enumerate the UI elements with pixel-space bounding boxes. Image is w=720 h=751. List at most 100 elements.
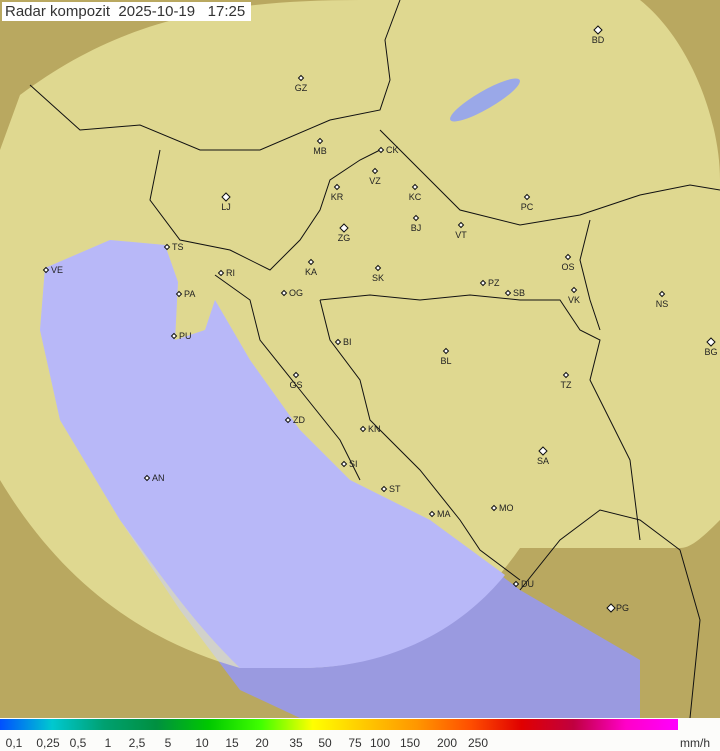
- city-label: AN: [152, 473, 165, 483]
- city-label: BD: [592, 35, 605, 45]
- city-marker-icon: [42, 266, 50, 274]
- city-marker-icon: [163, 243, 171, 251]
- city-marker-icon: [316, 137, 324, 145]
- city-marker-icon: [333, 183, 341, 191]
- city-marker-icon: [217, 269, 225, 277]
- city-label: OG: [289, 288, 303, 298]
- city-label: PC: [521, 202, 534, 212]
- city-marker-icon: [170, 332, 178, 340]
- city-label: SB: [513, 288, 525, 298]
- city-marker-icon: [175, 290, 183, 298]
- city-label: LJ: [221, 202, 231, 212]
- city-label: MO: [499, 503, 514, 513]
- city-label: VT: [455, 230, 467, 240]
- legend-tick: 0,1: [5, 736, 23, 750]
- lake-balaton: [450, 78, 520, 122]
- city-label: SI: [349, 459, 358, 469]
- city-marker-icon: [412, 214, 420, 222]
- city-marker-icon: [280, 289, 288, 297]
- legend-tick: 20: [255, 736, 269, 750]
- city-marker-icon: [504, 289, 512, 297]
- city-label: PZ: [488, 278, 500, 288]
- city-marker-icon: [297, 74, 305, 82]
- legend-tick: 200: [436, 736, 458, 750]
- city-marker-icon: [523, 193, 531, 201]
- city-marker-icon: [706, 337, 716, 347]
- city-marker-icon: [428, 510, 436, 518]
- city-label: DU: [521, 579, 534, 589]
- city-label: ZG: [338, 233, 351, 243]
- city-label: ST: [389, 484, 401, 494]
- legend-tick: 1: [104, 736, 112, 750]
- legend-tick: 35: [289, 736, 303, 750]
- legend-tick: 250: [467, 736, 489, 750]
- city-marker-icon: [359, 425, 367, 433]
- city-marker-icon: [374, 264, 382, 272]
- city-marker-icon: [479, 279, 487, 287]
- city-marker-icon: [457, 221, 465, 229]
- city-label: PU: [179, 331, 192, 341]
- city-label: TZ: [561, 380, 572, 390]
- city-marker-icon: [490, 504, 498, 512]
- legend-tick: 50: [318, 736, 332, 750]
- city-label: GS: [289, 380, 302, 390]
- city-label: MB: [313, 146, 327, 156]
- city-marker-icon: [606, 603, 616, 613]
- city-label: OS: [561, 262, 574, 272]
- city-label: KC: [409, 192, 422, 202]
- sea-coverage: [40, 240, 505, 668]
- legend-tick: 10: [195, 736, 209, 750]
- city-label: TS: [172, 242, 184, 252]
- city-label: ZD: [293, 415, 305, 425]
- city-label: SA: [537, 456, 549, 466]
- city-marker-icon: [377, 146, 385, 154]
- city-marker-icon: [371, 167, 379, 175]
- borders: [29, 0, 720, 718]
- legend-tick: 0,25: [36, 736, 60, 750]
- city-label: KR: [331, 192, 344, 202]
- legend-color-bar: [0, 719, 678, 730]
- legend-tick: 75: [348, 736, 362, 750]
- city-label: BJ: [411, 223, 422, 233]
- legend-tick: 2,5: [128, 736, 146, 750]
- city-marker-icon: [512, 580, 520, 588]
- city-markers: BD GZ MB CK VZ KR KC PC LJ BJ VT ZG TS VE OS KA SK RI PZ SB…: [42, 25, 718, 613]
- city-marker-icon: [562, 371, 570, 379]
- city-label: VZ: [369, 176, 381, 186]
- city-marker-icon: [658, 290, 666, 298]
- city-label: RI: [226, 268, 235, 278]
- city-label: KN: [368, 424, 381, 434]
- city-label: VK: [568, 295, 580, 305]
- legend-unit: mm/h: [680, 736, 710, 750]
- city-marker-icon: [564, 253, 572, 261]
- city-marker-icon: [339, 223, 349, 233]
- city-marker-icon: [411, 183, 419, 191]
- city-marker-icon: [221, 192, 231, 202]
- title-time: 17:25: [207, 3, 246, 20]
- city-marker-icon: [334, 338, 342, 346]
- legend-tick: 0,5: [69, 736, 87, 750]
- city-label: VE: [51, 265, 63, 275]
- title-label: Radar kompozit: [5, 3, 111, 20]
- city-label: BL: [440, 356, 451, 366]
- map-title: Radar kompozit 2025-10-19 17:25: [2, 2, 252, 21]
- city-label: PA: [184, 289, 195, 299]
- city-marker-icon: [538, 446, 548, 456]
- city-marker-icon: [143, 474, 151, 482]
- title-date: 2025-10-19: [118, 3, 196, 20]
- city-label: SK: [372, 273, 384, 283]
- city-label: BG: [704, 347, 717, 357]
- city-marker-icon: [593, 25, 603, 35]
- city-marker-icon: [380, 485, 388, 493]
- radar-map: BD GZ MB CK VZ KR KC PC LJ BJ VT ZG TS VE OS KA SK RI PZ SB…: [0, 0, 720, 718]
- legend-tick: 150: [399, 736, 421, 750]
- legend-tick: 15: [225, 736, 239, 750]
- city-marker-icon: [307, 258, 315, 266]
- city-label: NS: [656, 299, 669, 309]
- legend-tick: 5: [164, 736, 172, 750]
- city-label: GZ: [295, 83, 308, 93]
- city-label: CK: [386, 145, 399, 155]
- city-marker-icon: [340, 460, 348, 468]
- city-label: KA: [305, 267, 317, 277]
